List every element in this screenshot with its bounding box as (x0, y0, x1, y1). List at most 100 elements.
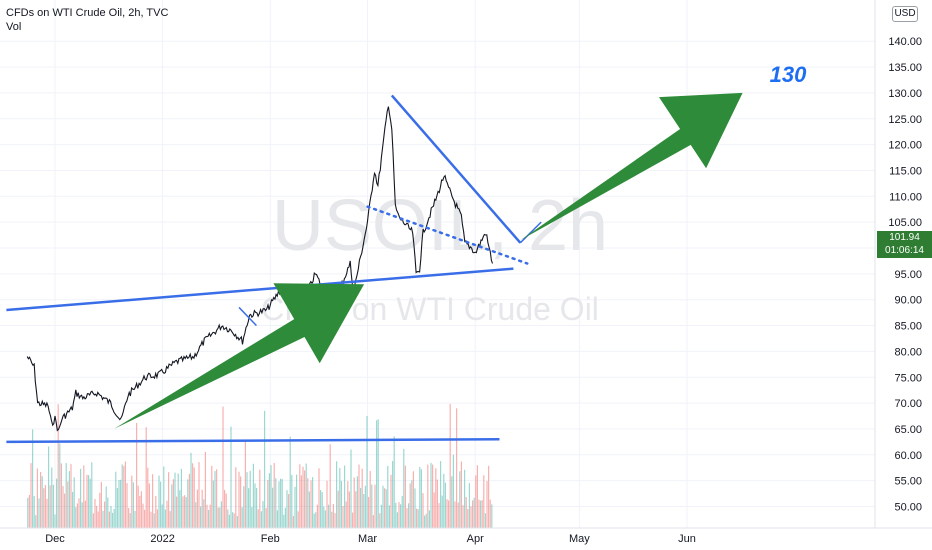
volume-bar (217, 507, 219, 528)
volume-bar (126, 483, 128, 528)
volume-bar (92, 513, 94, 528)
volume-bar (488, 465, 490, 528)
price-tick-label: 135.00 (888, 62, 922, 74)
volume-bar (136, 422, 138, 528)
volume-bar (353, 477, 355, 528)
volume-bar (444, 482, 446, 528)
volume-bar (200, 506, 202, 528)
volume-bar (473, 497, 475, 528)
volume-bar (420, 469, 422, 528)
volume-bar (302, 466, 304, 528)
volume-bar (59, 443, 61, 528)
volume-bar (483, 475, 485, 528)
volume-bar (318, 468, 320, 528)
volume-bar (49, 485, 51, 528)
volume-bar (334, 513, 336, 528)
volume-bar (214, 471, 216, 528)
volume-bars (27, 403, 493, 528)
volume-bar (256, 487, 258, 528)
volume-bar (465, 497, 467, 528)
volume-bar (379, 513, 381, 528)
volume-bar (60, 463, 62, 528)
volume-bar (323, 506, 325, 528)
time-tick-label: Jun (678, 533, 696, 545)
volume-bar (307, 478, 309, 528)
volume-bar (356, 476, 358, 528)
volume-bar (30, 463, 32, 528)
time-tick-label: Apr (467, 533, 484, 545)
price-tick-label: 105.00 (888, 217, 922, 229)
volume-bar (248, 488, 250, 528)
time-tick-label: May (569, 533, 590, 545)
volume-bar (182, 496, 184, 528)
price-tick-label: 70.00 (894, 398, 922, 410)
volume-bar (118, 480, 120, 528)
volume-bar (425, 513, 427, 528)
volume-bar (120, 479, 122, 528)
volume-bar (310, 480, 312, 528)
volume-bar (339, 468, 341, 528)
volume-bar (252, 463, 254, 528)
volume-bar (208, 509, 210, 528)
volume-bar (387, 465, 389, 528)
volume-bar (184, 495, 186, 528)
volume-bar (64, 493, 66, 528)
volume-bar (88, 475, 90, 528)
volume-bar (211, 465, 213, 528)
volume-bar (267, 480, 269, 528)
volume-bar (128, 508, 130, 528)
volume-bar (436, 479, 438, 528)
volume-bar (105, 486, 107, 528)
volume-bar (284, 507, 286, 528)
volume-indicator-label[interactable]: Vol (6, 21, 22, 33)
volume-bar (422, 493, 424, 528)
volume-bar (299, 464, 301, 528)
volume-bar (132, 482, 134, 528)
volume-bar (84, 500, 86, 528)
volume-bar (249, 470, 251, 528)
volume-bar (275, 478, 277, 528)
price-tick-label: 65.00 (894, 424, 922, 436)
volume-bar (400, 504, 402, 528)
volume-bar (139, 496, 141, 528)
volume-bar (344, 465, 346, 528)
time-tick-label: 2022 (150, 533, 174, 545)
time-axis-panel[interactable] (0, 528, 932, 550)
volume-bar (273, 463, 275, 528)
volume-bar (480, 500, 482, 528)
currency-button[interactable]: USD (892, 6, 918, 22)
volume-bar (360, 487, 362, 528)
volume-bar (121, 464, 123, 528)
trend-line-flat-support (6, 438, 500, 444)
volume-bar (489, 499, 491, 528)
volume-bar (161, 504, 163, 528)
volume-bar (454, 501, 456, 528)
volume-bar (76, 503, 78, 528)
price-tick-label: 55.00 (894, 476, 922, 488)
volume-bar (224, 489, 226, 528)
volume-bar (408, 503, 410, 528)
price-tick-label: 125.00 (888, 114, 922, 126)
volume-bar (27, 497, 29, 528)
volume-bar (403, 449, 405, 528)
price-tick-label: 85.00 (894, 321, 922, 333)
volume-bar (380, 504, 382, 528)
current-price-value: 101.94 (889, 232, 920, 243)
volume-bar (481, 500, 483, 528)
volume-bar (416, 508, 418, 528)
volume-bar (35, 515, 37, 528)
volume-bar (348, 491, 350, 528)
volume-bar (395, 502, 397, 528)
volume-bar (72, 491, 74, 528)
volume-bar (459, 471, 461, 528)
volume-bar (432, 464, 434, 528)
volume-bar (342, 506, 344, 528)
volume-bar (300, 475, 302, 528)
volume-bar (225, 493, 227, 528)
price-axis-panel[interactable] (875, 0, 932, 528)
volume-bar (83, 465, 85, 528)
volume-bar (104, 501, 106, 528)
volume-bar (73, 477, 75, 528)
volume-bar (393, 436, 395, 528)
